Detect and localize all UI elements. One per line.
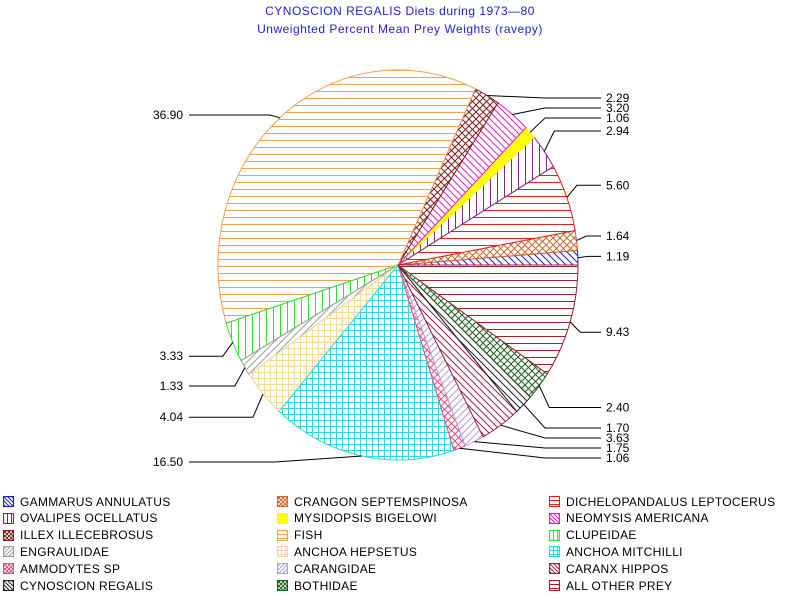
leader-line — [189, 342, 234, 357]
slice-value-label: 1.70 — [606, 421, 630, 435]
legend-swatch — [3, 529, 14, 541]
slice-value-label: 16.50 — [153, 455, 183, 469]
legend-swatch — [277, 580, 288, 591]
legend-item: ILLEX ILLECEBROSUS — [3, 527, 153, 544]
legend-item: CARANX HIPPOS — [549, 560, 669, 577]
slice-value-label: 3.20 — [606, 101, 630, 115]
legend-swatch — [277, 512, 288, 524]
legend-swatch — [549, 563, 560, 575]
chart-subtitle: Unweighted Percent Mean Prey Weights (ra… — [257, 22, 543, 36]
legend-item: CYNOSCION REGALIS — [3, 577, 153, 594]
leader-line — [500, 424, 601, 439]
legend-swatch — [277, 546, 288, 558]
legend-item: CARANGIDAE — [277, 560, 376, 577]
leader-line — [577, 255, 601, 259]
leader-line — [529, 117, 601, 133]
legend-item: NEOMYSIS AMERICANA — [549, 510, 709, 527]
legend-swatch — [3, 563, 14, 575]
pie-chart: 2.293.201.062.945.601.641.199.432.401.70… — [153, 69, 630, 469]
legend-item: CLUPEIDAE — [549, 527, 637, 544]
legend-label: BOTHIDAE — [294, 578, 358, 593]
legend-item: OVALIPES OCELLATUS — [3, 510, 158, 527]
legend-swatch — [549, 580, 560, 591]
slice-value-label: 1.19 — [606, 249, 630, 263]
legend-item: FISH — [277, 527, 323, 544]
slice-value-label: 1.64 — [606, 229, 630, 243]
pie-slice-fish — [217, 69, 477, 324]
legend-swatch — [549, 546, 560, 558]
legend-label: ANCHOA MITCHILLI — [566, 544, 683, 559]
leader-line — [538, 385, 601, 408]
leader-line — [576, 235, 601, 241]
legend-label: CYNOSCION REGALIS — [20, 578, 154, 593]
leader-line — [474, 441, 601, 449]
slice-value-label: 2.40 — [606, 401, 630, 415]
legend-item: AMMODYTES SP — [3, 560, 120, 577]
leader-line — [189, 455, 362, 463]
legend-label: CARANX HIPPOS — [566, 561, 669, 576]
legend-item: MYSIDOPSIS BIGELOWI — [277, 510, 437, 527]
slice-value-label: 9.43 — [606, 325, 630, 339]
legend-label: ALL OTHER PREY — [566, 578, 673, 593]
legend-item: GAMMARUS ANNULATUS — [3, 493, 171, 510]
legend-label: OVALIPES OCELLATUS — [20, 511, 158, 526]
slice-value-label: 2.94 — [606, 124, 630, 138]
legend-item: ANCHOA MITCHILLI — [549, 543, 683, 560]
chart-title: CYNOSCION REGALIS Diets during 1973—80 — [265, 4, 535, 18]
slice-value-label: 4.04 — [160, 410, 184, 424]
slice-value-label: 1.06 — [606, 451, 630, 465]
legend-label: CRANGON SEPTEMSPINOSA — [294, 494, 468, 509]
chart-legend: GAMMARUS ANNULATUS CRANGON SEPTEMSPINOSA D… — [0, 493, 800, 600]
legend-label: GAMMARUS ANNULATUS — [20, 494, 171, 509]
legend-label: CLUPEIDAE — [566, 528, 637, 543]
leader-line — [569, 321, 601, 333]
slice-value-label: 1.33 — [160, 379, 184, 393]
pie-slice-all-other-prey — [396, 264, 579, 375]
legend-label: DICHELOPANDALUS LEPTOCERUS — [566, 494, 776, 509]
legend-label: CARANGIDAE — [294, 561, 377, 576]
legend-label: AMMODYTES SP — [20, 561, 121, 576]
legend-swatch — [3, 496, 14, 507]
legend-label: MYSIDOPSIS BIGELOWI — [294, 511, 438, 526]
leader-line — [512, 107, 601, 115]
legend-label: ILLEX ILLECEBROSUS — [20, 528, 154, 543]
legend-swatch — [549, 512, 560, 524]
slice-value-label: 1.06 — [606, 111, 630, 125]
legend-item: ENGRAULIDAE — [3, 543, 109, 560]
leader-line — [543, 130, 601, 152]
legend-label: ANCHOA HEPSETUS — [294, 544, 418, 559]
slice-value-label: 3.63 — [606, 431, 630, 445]
legend-item: BOTHIDAE — [277, 577, 358, 594]
slice-value-label: 1.75 — [606, 441, 630, 455]
leader-line — [486, 95, 601, 99]
legend-label: FISH — [294, 528, 323, 543]
legend-label: NEOMYSIS AMERICANA — [566, 511, 709, 526]
legend-item: ANCHOA HEPSETUS — [277, 543, 417, 560]
legend-swatch — [277, 496, 288, 507]
legend-item: ALL OTHER PREY — [549, 577, 672, 594]
leader-line — [523, 404, 601, 429]
leader-line — [459, 447, 601, 459]
slice-value-label: 2.29 — [606, 91, 630, 105]
leader-line — [189, 393, 264, 418]
leader-line — [566, 184, 601, 198]
legend-item: CRANGON SEPTEMSPINOSA — [277, 493, 468, 510]
legend-swatch — [3, 512, 14, 524]
legend-swatch — [277, 563, 288, 575]
legend-swatch — [3, 546, 14, 558]
legend-swatch — [277, 529, 288, 541]
leader-line — [189, 367, 246, 387]
legend-swatch — [3, 580, 14, 591]
legend-swatch — [549, 496, 560, 507]
legend-item: DICHELOPANDALUS LEPTOCERUS — [549, 493, 775, 510]
legend-swatch — [549, 529, 560, 541]
legend-label: ENGRAULIDAE — [20, 544, 110, 559]
slice-value-label: 36.90 — [153, 108, 183, 122]
slice-value-label: 5.60 — [606, 178, 630, 192]
leader-line — [189, 114, 281, 119]
slice-value-label: 3.33 — [160, 349, 184, 363]
